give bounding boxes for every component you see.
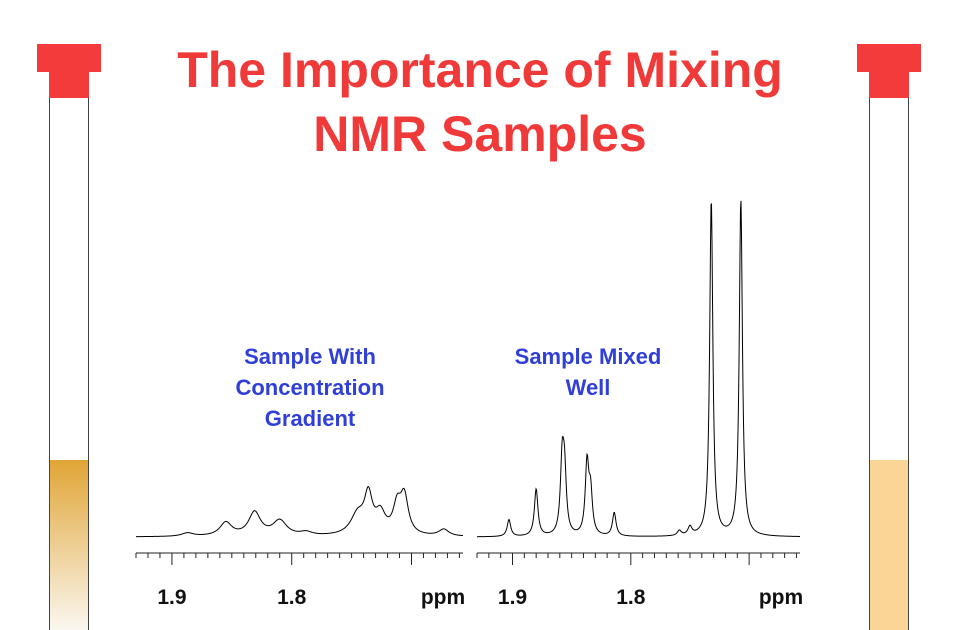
tick-label-2: 1.8 bbox=[616, 586, 646, 609]
left-tube-neck bbox=[49, 72, 89, 98]
tick-label-1: 1.9 bbox=[157, 586, 186, 609]
unit-label-1: ppm bbox=[421, 586, 465, 609]
unit-label-2: ppm bbox=[759, 586, 803, 609]
left-label-line-2: Concentration bbox=[235, 375, 385, 400]
right-label-line-2: Well bbox=[565, 375, 611, 400]
tick-label-2: 1.9 bbox=[498, 586, 527, 609]
right-tube-neck bbox=[869, 72, 909, 98]
left-label-line-3: Gradient bbox=[264, 406, 356, 431]
right-label-line-1: Sample Mixed bbox=[514, 344, 662, 369]
left-tube-body bbox=[49, 98, 89, 630]
left-nmr-tube bbox=[37, 44, 101, 630]
title-line-1: The Importance of Mixing bbox=[177, 42, 783, 98]
right-tube-sample-fill bbox=[870, 459, 908, 630]
spectrum-line-1 bbox=[135, 486, 464, 538]
right-nmr-tube bbox=[857, 44, 921, 630]
tick-label-1: 1.8 bbox=[277, 586, 307, 609]
left-label-line-1: Sample With bbox=[244, 344, 376, 369]
right-tube-cap bbox=[857, 44, 921, 72]
left-tube-sample-fill bbox=[50, 459, 88, 630]
spectrum-line-2 bbox=[476, 200, 801, 538]
left-tube-cap bbox=[37, 44, 101, 72]
left-spectrum-label: Sample With Concentration Gradient bbox=[190, 341, 430, 434]
title-line-2: NMR Samples bbox=[313, 106, 647, 162]
right-spectrum-label: Sample Mixed Well bbox=[478, 341, 698, 403]
right-tube-body bbox=[869, 98, 909, 630]
